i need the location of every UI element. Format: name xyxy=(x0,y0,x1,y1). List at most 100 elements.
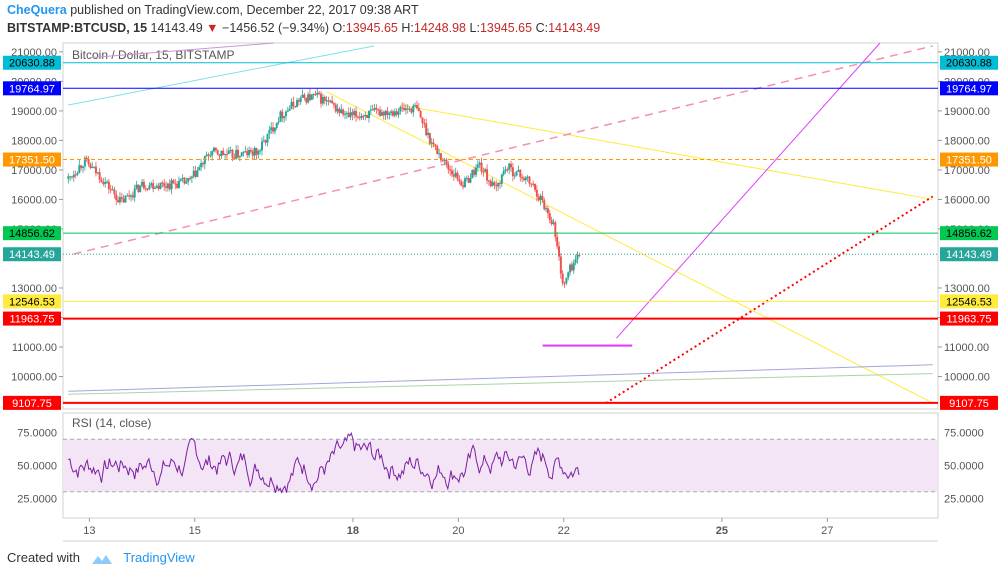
candle-body xyxy=(187,178,190,182)
candle-body xyxy=(414,105,417,107)
candle-body xyxy=(244,151,247,153)
y-tick-label-right: 16000.00 xyxy=(944,194,990,206)
x-tick-label: 15 xyxy=(189,525,201,537)
candle-body xyxy=(128,195,131,197)
candle-body xyxy=(332,103,335,105)
candle-body xyxy=(355,111,358,117)
candle-body xyxy=(283,116,286,119)
candle-body xyxy=(203,155,206,165)
candle-body xyxy=(434,144,437,147)
candle-body xyxy=(377,109,380,111)
candle-body xyxy=(255,147,258,155)
y-tick-label-right: 18000.00 xyxy=(944,135,990,147)
x-tick-label: 18 xyxy=(347,525,359,537)
candle-body xyxy=(106,181,109,183)
candle-body xyxy=(336,108,339,112)
candle-body xyxy=(122,198,125,203)
candle-body xyxy=(399,107,402,112)
candle-body xyxy=(170,180,173,190)
candle-body xyxy=(334,104,337,112)
candle-body xyxy=(259,150,262,152)
candle-body xyxy=(91,166,94,169)
candle-body xyxy=(522,178,525,181)
candle-body xyxy=(137,184,140,193)
candle-body xyxy=(495,185,498,187)
candle-body xyxy=(246,151,249,156)
candle-body xyxy=(517,169,520,172)
y-tick-label-left: 17000.00 xyxy=(11,165,57,177)
candle-body xyxy=(569,264,572,273)
candle-body xyxy=(281,111,284,119)
candle-body xyxy=(270,127,273,131)
price-label-right-bg xyxy=(940,247,998,262)
candle-body xyxy=(107,181,110,190)
rsi-band xyxy=(63,439,938,492)
trendline[interactable] xyxy=(89,42,274,59)
candle-body xyxy=(238,156,241,158)
candle-body xyxy=(552,222,555,224)
candle-body xyxy=(185,181,188,184)
trendline[interactable] xyxy=(68,373,933,395)
candle-body xyxy=(218,154,221,156)
trendline[interactable] xyxy=(400,104,933,200)
candle-body xyxy=(556,236,559,247)
trendline[interactable] xyxy=(616,42,881,339)
candle-body xyxy=(301,94,304,98)
trendline[interactable] xyxy=(326,91,933,404)
price-label-right-bg xyxy=(940,81,998,96)
candle-body xyxy=(172,180,175,184)
price-label-left-bg xyxy=(3,247,61,262)
candle-body xyxy=(327,100,330,102)
candle-body xyxy=(260,141,263,151)
main-pane xyxy=(62,42,939,410)
candle-body xyxy=(554,222,557,237)
trendline[interactable] xyxy=(68,45,375,106)
candle-body xyxy=(166,183,169,189)
candle-body xyxy=(118,197,121,203)
rsi-line xyxy=(68,431,580,494)
candle-body xyxy=(456,172,459,180)
candle-body xyxy=(179,178,182,181)
trendline[interactable] xyxy=(68,364,933,392)
author-name[interactable]: CheQuera xyxy=(7,3,67,17)
candle-body xyxy=(266,133,269,143)
candle-body xyxy=(406,108,409,110)
trendline[interactable] xyxy=(605,195,934,404)
candle-body xyxy=(320,93,323,104)
trendline[interactable] xyxy=(73,45,933,255)
candle-body xyxy=(249,149,252,152)
y-tick-label-right: 19000.00 xyxy=(944,106,990,118)
candle-body xyxy=(129,195,132,197)
candle-body xyxy=(438,153,441,155)
candle-body xyxy=(225,154,228,156)
candle-body xyxy=(408,108,411,110)
candle-body xyxy=(165,186,168,189)
candle-body xyxy=(545,208,548,210)
candle-body xyxy=(491,182,494,187)
candle-body xyxy=(480,162,483,172)
x-tick-label: 20 xyxy=(452,525,464,537)
candle-body xyxy=(253,147,256,156)
candle-body xyxy=(205,154,208,156)
candle-body xyxy=(72,174,75,178)
candle-body xyxy=(489,180,492,187)
high-value: 14248.98 xyxy=(413,21,467,35)
candle-body xyxy=(115,194,118,201)
candle-body xyxy=(567,272,570,278)
candle-body xyxy=(412,105,415,113)
candle-body xyxy=(248,149,251,156)
price-label-right: 17351.50 xyxy=(946,155,992,167)
candle-body xyxy=(200,163,203,168)
candle-body xyxy=(528,176,531,184)
candle-body xyxy=(510,163,513,168)
candle-body xyxy=(213,147,216,152)
candle-body xyxy=(458,179,461,182)
tradingview-brand[interactable]: TradingView xyxy=(123,550,195,565)
candle-body xyxy=(395,111,398,115)
candle-body xyxy=(198,167,201,171)
open-value: 13945.65 xyxy=(345,21,398,35)
chart-canvas[interactable]: 21000.0021000.0020000.0020000.0019000.00… xyxy=(0,40,1002,545)
price-label-left-bg xyxy=(3,311,61,326)
candle-body xyxy=(451,170,454,175)
candle-body xyxy=(240,152,243,157)
